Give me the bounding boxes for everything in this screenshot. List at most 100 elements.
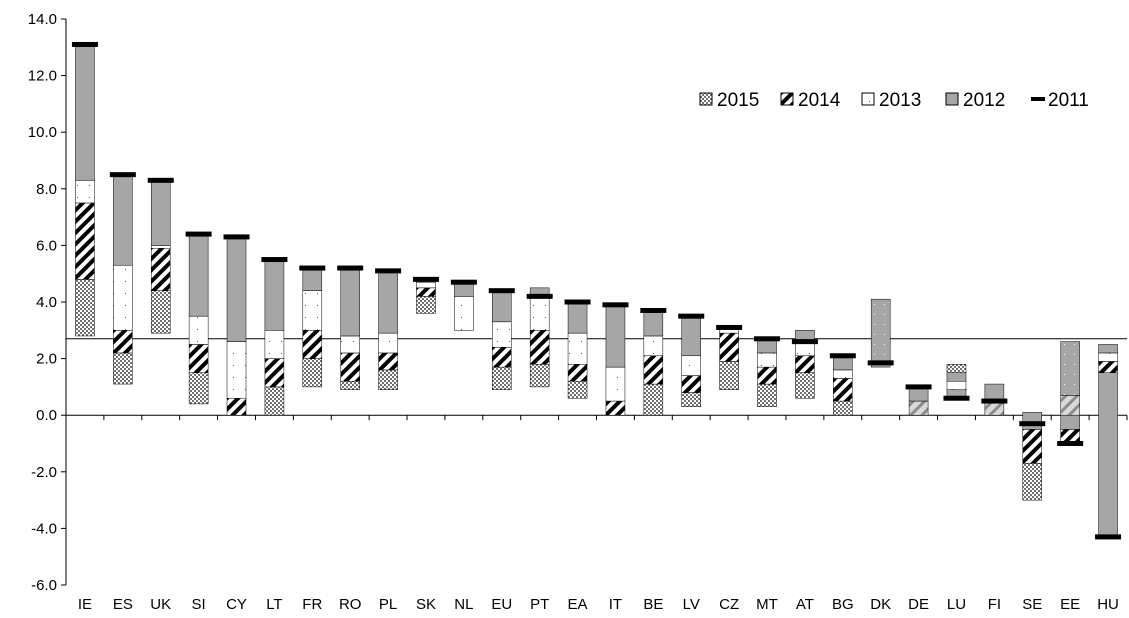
bar-segment — [1022, 429, 1043, 464]
bar-segment — [302, 330, 323, 359]
x-tick-label: SI — [192, 596, 206, 613]
bar-segment — [492, 290, 512, 323]
y-tick-label: 2.0 — [36, 351, 57, 368]
bar-group-pl — [375, 268, 402, 390]
bar-segment — [188, 315, 209, 345]
bar-group-dk — [867, 298, 894, 368]
bar-segment — [681, 315, 701, 357]
x-tick-label: SK — [416, 596, 436, 613]
bar-marker-2011 — [412, 276, 439, 282]
bar-segment — [264, 386, 285, 416]
bar-segment — [226, 341, 247, 399]
x-tick-label: FR — [302, 596, 322, 613]
bar-group-lv — [678, 313, 705, 407]
bar-group-eu — [488, 288, 515, 390]
bar-segment — [1098, 352, 1118, 362]
bar-segment — [1022, 412, 1043, 430]
bar-segment — [302, 267, 323, 291]
x-tick-label: AT — [796, 596, 814, 613]
bar-segment — [1098, 372, 1118, 538]
bar-segment — [567, 332, 588, 365]
bar-segment — [492, 321, 512, 348]
bar-segment — [643, 355, 664, 385]
bar-segment — [340, 267, 360, 337]
x-tick-label: PL — [379, 596, 397, 613]
bar-segment — [75, 279, 95, 337]
bar-segment — [188, 233, 209, 317]
bar-group-ee — [1057, 341, 1084, 446]
bar-group-fr — [299, 265, 326, 388]
legend-item-2012: 2012 — [945, 90, 1005, 111]
bar-segment — [757, 352, 777, 368]
bar-segment — [378, 352, 398, 371]
bar-segment — [529, 364, 550, 388]
bar-segment — [643, 383, 664, 416]
bar-segment — [605, 366, 626, 402]
bar-segment — [681, 392, 701, 407]
bar-marker-2011 — [716, 324, 743, 330]
bar-marker-2011 — [867, 360, 894, 366]
x-tick-label: FI — [988, 596, 1001, 613]
y-tick-label: 12.0 — [28, 68, 57, 85]
bar-segment — [946, 372, 967, 382]
x-tick-label: LT — [266, 596, 282, 613]
bar-group-pt — [526, 287, 553, 388]
bar-segment — [378, 332, 398, 354]
bar-group-ea — [564, 299, 591, 399]
bar-segment — [264, 358, 285, 388]
y-tick-label: 0.0 — [36, 407, 57, 424]
legend-swatch — [861, 92, 875, 106]
bar-marker-2011 — [1057, 441, 1084, 446]
bar-segment — [150, 247, 171, 291]
y-tick-label: -4.0 — [31, 520, 57, 537]
legend-item-2011: 2011 — [1031, 90, 1089, 111]
bar-segment — [946, 380, 967, 390]
bar-segment — [946, 364, 967, 374]
x-tick-label: SE — [1022, 596, 1042, 613]
bar-segment — [833, 378, 853, 402]
legend-label: 2015 — [717, 90, 759, 111]
bar-segment — [416, 287, 436, 297]
legend-item-2013: 2013 — [861, 90, 921, 111]
bar-segment — [150, 290, 171, 334]
x-tick-label: UK — [150, 596, 171, 613]
bar-segment — [757, 383, 777, 407]
bar-marker-2011 — [678, 313, 705, 319]
legend-swatch — [945, 92, 959, 106]
bar-segment — [833, 369, 853, 379]
bar-group-be — [640, 307, 667, 416]
bar-segment — [681, 375, 701, 393]
bar-segment — [795, 355, 815, 373]
bar-group-fi — [981, 383, 1008, 416]
bar-group-se — [1019, 412, 1046, 501]
legend-item-2015: 2015 — [699, 90, 759, 111]
bar-group-ie — [71, 41, 98, 337]
y-tick-label: 4.0 — [36, 294, 57, 311]
bar-segment — [188, 372, 209, 405]
bar-group-bg — [829, 353, 856, 416]
bar-group-cz — [716, 324, 743, 390]
bar-marker-2011 — [564, 299, 591, 305]
x-tick-label: CY — [226, 596, 247, 613]
legend-label: 2013 — [879, 90, 921, 111]
bar-marker-2011 — [375, 268, 402, 274]
bar-marker-2011 — [109, 172, 136, 178]
bar-segment — [416, 296, 436, 314]
legend-swatch — [1031, 97, 1045, 101]
x-tick-label: BG — [832, 596, 854, 613]
bar-segment — [567, 380, 588, 399]
bar-group-ro — [337, 265, 364, 390]
y-tick-label: -6.0 — [31, 577, 57, 594]
bar-group-at — [791, 330, 818, 399]
bar-marker-2011 — [488, 288, 515, 294]
bar-segment — [719, 361, 739, 390]
bar-marker-2011 — [299, 265, 326, 271]
x-tick-label: EE — [1060, 596, 1080, 613]
x-tick-label: EU — [491, 596, 512, 613]
legend-swatch — [780, 92, 794, 106]
bar-segment — [681, 355, 701, 376]
bar-segment — [984, 383, 1005, 402]
bar-group-es — [109, 172, 136, 385]
bar-marker-2011 — [450, 279, 477, 285]
bar-segment — [870, 298, 891, 368]
